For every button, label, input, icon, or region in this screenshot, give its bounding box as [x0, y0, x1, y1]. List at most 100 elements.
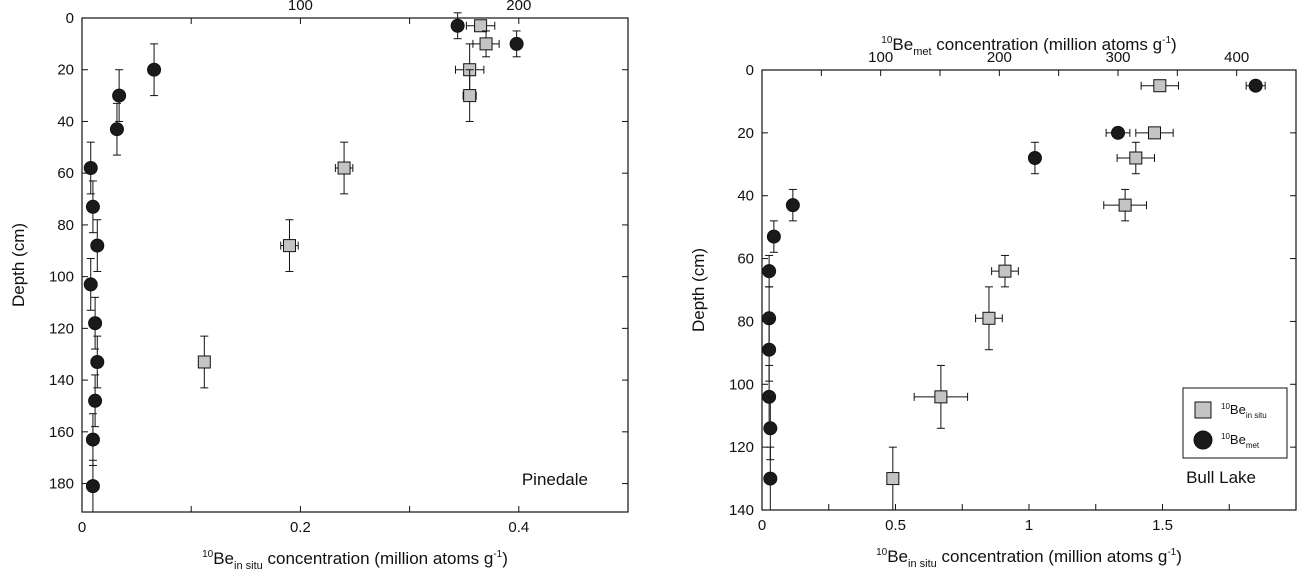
in-situ-point	[334, 141, 354, 195]
met-point	[1245, 78, 1266, 93]
square-marker	[982, 311, 996, 325]
square-marker	[1118, 198, 1132, 212]
circle-marker	[85, 199, 100, 214]
legend-subscript: in situ	[1246, 411, 1267, 420]
x-tick-label: 0.4	[508, 519, 529, 536]
label-close: )	[502, 549, 508, 568]
y-tick-label: 140	[729, 502, 754, 519]
square-marker	[282, 239, 296, 253]
circle-marker	[762, 342, 777, 357]
in-situ-point	[975, 286, 1003, 351]
legend-label: 10Bein situ	[1221, 402, 1267, 420]
x-tick-label: 1	[1025, 517, 1033, 534]
in-situ-point	[462, 69, 477, 122]
legend-circle-marker	[1193, 430, 1213, 450]
circle-marker	[1027, 151, 1042, 165]
circle-marker	[85, 432, 100, 447]
y-tick-label: 140	[49, 372, 74, 389]
label-superscript: 10	[202, 549, 214, 560]
x2-tick-label: 200	[987, 49, 1012, 66]
plot-frame	[81, 17, 629, 513]
y-tick-label: 40	[737, 188, 754, 205]
label-exponent: -1	[493, 549, 502, 560]
met-point	[109, 102, 124, 156]
circle-marker	[785, 198, 800, 213]
x2-tick-label: 200	[506, 0, 531, 14]
in-situ-point	[913, 364, 969, 429]
circle-marker	[1248, 78, 1263, 93]
y-tick-label: 40	[57, 113, 74, 130]
label-close: )	[1176, 547, 1182, 566]
y-tick-label: 60	[737, 251, 754, 268]
in-situ-point	[280, 219, 299, 272]
y-axis-label: Depth (cm)	[9, 223, 28, 307]
x-tick-label: 0	[78, 519, 86, 536]
legend-superscript: 10	[1221, 432, 1230, 441]
square-marker	[1147, 126, 1161, 140]
legend-superscript: 10	[1221, 402, 1230, 411]
met-point	[83, 141, 98, 195]
in-situ-point	[1140, 79, 1180, 93]
square-marker	[1153, 79, 1167, 93]
y-tick-label: 20	[737, 125, 754, 142]
circle-marker	[88, 393, 103, 408]
x2-axis-label: 10Bemet concentration (million atoms g-1…	[881, 35, 1176, 58]
met-point	[450, 12, 465, 40]
label-base: Be	[892, 35, 913, 54]
in-situ-point	[991, 254, 1019, 288]
panel-annotation: Bull Lake	[1186, 468, 1256, 487]
y-tick-label: 180	[49, 476, 74, 493]
x-tick-label: 0.5	[885, 517, 906, 534]
label-text: concentration (million atoms g	[937, 547, 1168, 566]
circle-marker	[90, 238, 105, 253]
label-superscript: 10	[876, 547, 888, 558]
x-axis-label: 10Bein situ concentration (million atoms…	[876, 547, 1182, 570]
x-tick-label: 0.2	[290, 519, 311, 536]
label-subscript: in situ	[234, 560, 263, 572]
circle-marker	[88, 316, 103, 331]
y-tick-label: 20	[57, 62, 74, 79]
label-exponent: -1	[1162, 35, 1171, 46]
met-point	[763, 446, 778, 511]
in-situ-point	[465, 19, 496, 33]
legend-base: Be	[1230, 432, 1246, 447]
y-tick-label: 160	[49, 424, 74, 441]
met-point	[88, 374, 103, 428]
circle-marker	[763, 421, 778, 436]
circle-marker	[509, 36, 524, 51]
y-tick-label: 120	[49, 320, 74, 337]
circle-marker	[762, 264, 777, 279]
circle-marker	[1111, 125, 1125, 140]
x2-tick-label: 100	[288, 0, 313, 14]
square-marker	[337, 161, 351, 175]
label-base: Be	[213, 549, 234, 568]
y-tick-label: 0	[66, 10, 74, 27]
met-point	[112, 69, 127, 122]
met-point	[85, 459, 100, 513]
in-situ-point	[886, 446, 900, 511]
label-subscript: met	[913, 46, 931, 58]
met-point	[1105, 125, 1131, 140]
met-point	[85, 413, 100, 466]
pinedale-plot: 0 0.2 0.4 100 200 0 20 40 60 80 100 120 140 160 180 Dep…	[9, 0, 629, 572]
met-point	[785, 188, 800, 222]
met-point	[509, 30, 524, 58]
circle-marker	[147, 62, 162, 77]
x-tick-label: 0	[758, 517, 766, 534]
circle-marker	[85, 479, 100, 494]
x-axis-label: 10Bein situ concentration (million atoms…	[202, 549, 508, 572]
circle-marker	[766, 229, 781, 244]
legend-label: 10Bemet	[1221, 432, 1260, 450]
panel-annotation: Pinedale	[522, 470, 588, 489]
square-marker	[998, 264, 1012, 278]
circle-marker	[83, 161, 98, 176]
circle-marker	[109, 122, 124, 137]
met-point	[83, 258, 98, 311]
x-tick-label: 1.5	[1152, 517, 1173, 534]
met-point	[90, 219, 105, 272]
circle-marker	[112, 88, 127, 103]
label-superscript: 10	[881, 35, 893, 46]
square-marker	[197, 355, 211, 369]
